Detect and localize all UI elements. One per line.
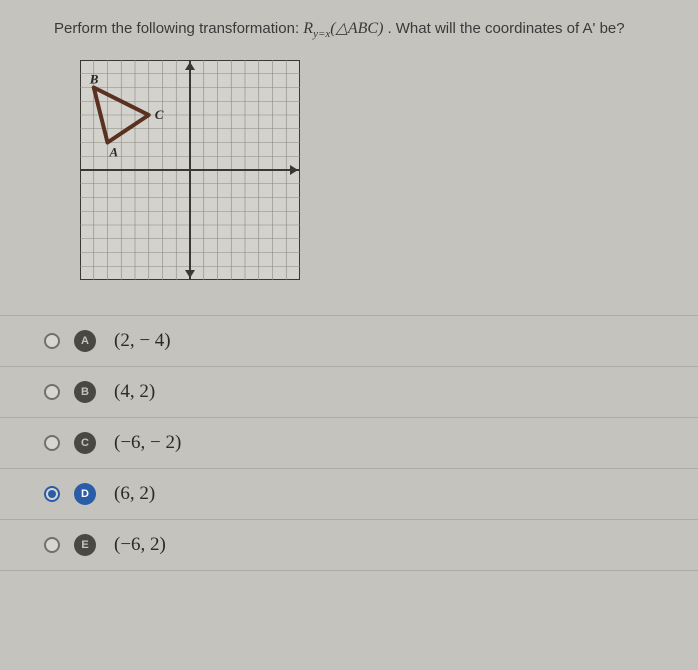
question-prompt: Perform the following transformation: Ry… <box>0 0 698 60</box>
svg-text:C: C <box>155 107 164 122</box>
answer-options: A (2, − 4) B (4, 2) C (−6, − 2) D (6, 2) E (−6, 2… <box>0 315 698 571</box>
option-row-b[interactable]: B (4, 2) <box>0 366 698 417</box>
option-badge: A <box>74 330 96 352</box>
option-badge: C <box>74 432 96 454</box>
option-badge: E <box>74 534 96 556</box>
option-row-c[interactable]: C (−6, − 2) <box>0 417 698 468</box>
question-math: Ry=x(△ABC) <box>303 20 387 37</box>
question-suffix: . What will the coordinates of A' be? <box>387 20 624 37</box>
option-label: (6, 2) <box>114 483 155 505</box>
radio-button[interactable] <box>44 384 60 400</box>
coordinate-graph: A B C <box>80 60 698 285</box>
radio-button[interactable] <box>44 333 60 349</box>
option-row-d[interactable]: D (6, 2) <box>0 468 698 519</box>
svg-text:B: B <box>89 72 99 87</box>
option-label: (4, 2) <box>114 381 155 403</box>
question-prefix: Perform the following transformation: <box>54 20 303 37</box>
option-label: (−6, − 2) <box>114 432 181 454</box>
radio-button[interactable] <box>44 435 60 451</box>
option-label: (−6, 2) <box>114 534 166 556</box>
option-badge: D <box>74 483 96 505</box>
radio-button[interactable] <box>44 537 60 553</box>
option-row-e[interactable]: E (−6, 2) <box>0 519 698 571</box>
radio-button[interactable] <box>44 486 60 502</box>
option-label: (2, − 4) <box>114 330 171 352</box>
option-row-a[interactable]: A (2, − 4) <box>0 315 698 366</box>
svg-text:A: A <box>109 145 119 160</box>
option-badge: B <box>74 381 96 403</box>
